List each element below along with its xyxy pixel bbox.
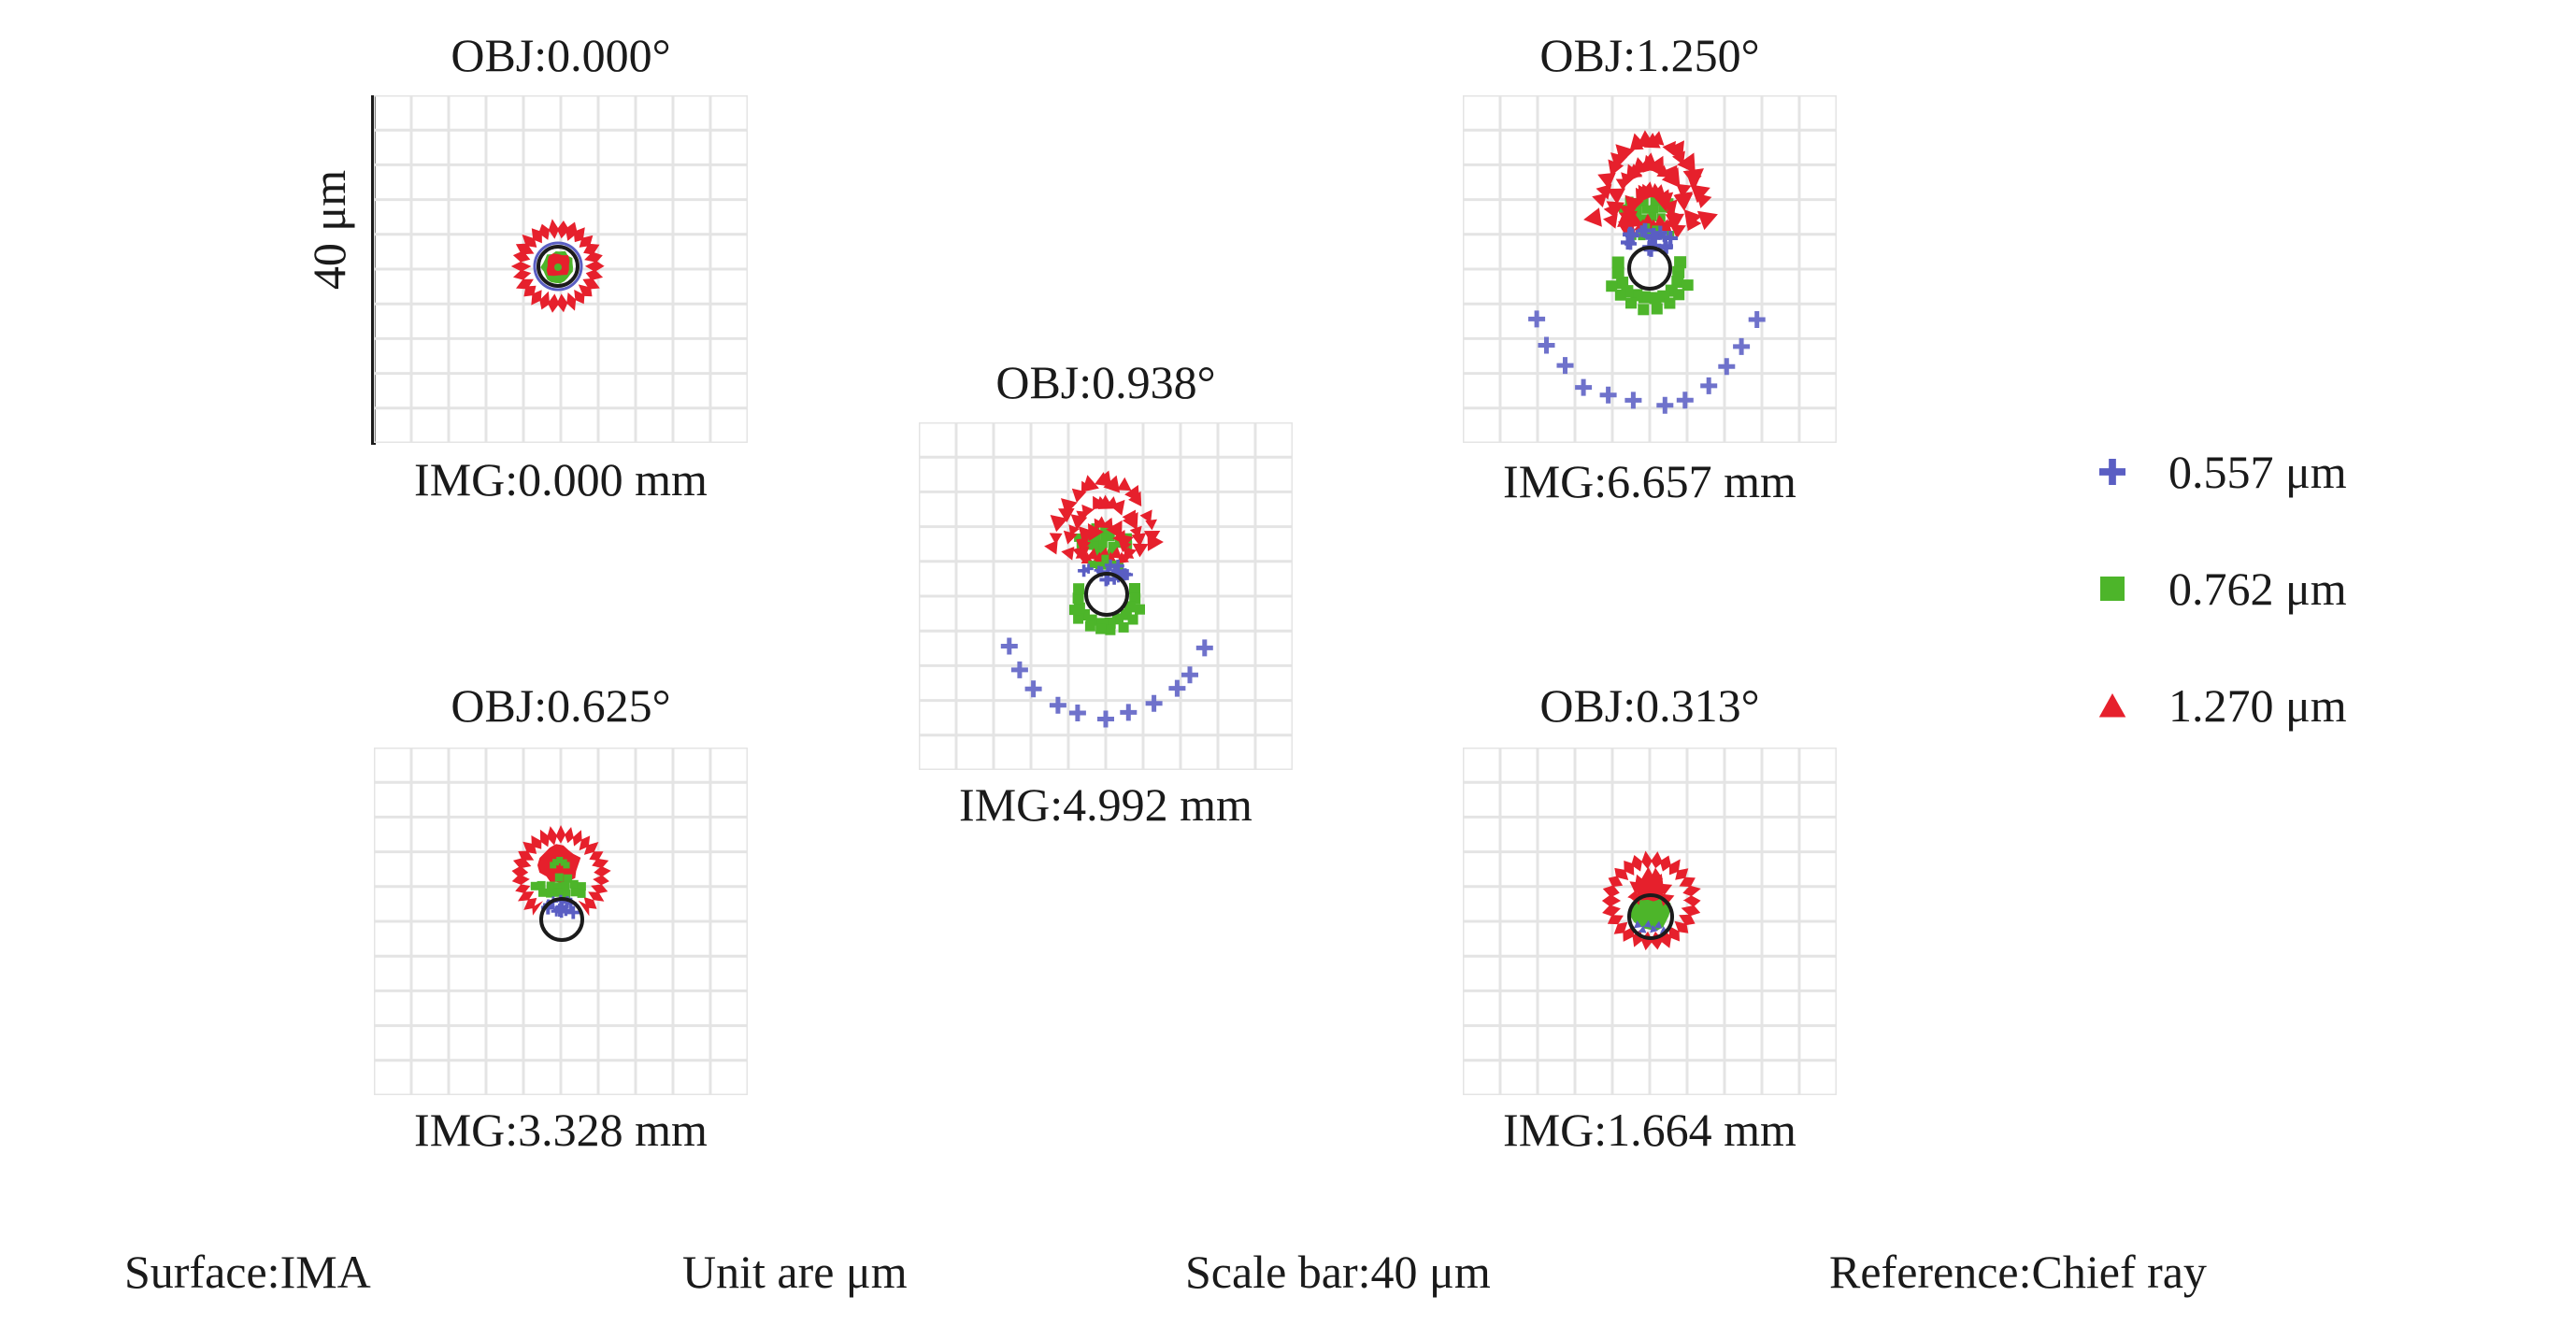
spot-grid-obj-1250 xyxy=(1461,93,1839,448)
panel-img-label-obj-0625: IMG:3.328 mm xyxy=(414,1104,708,1156)
plus-marker-icon xyxy=(2099,459,2125,485)
legend-label: 0.557 μm xyxy=(2168,446,2347,498)
scale-bar-label: 40 μm xyxy=(303,169,355,291)
spot-grid-obj-0938 xyxy=(917,420,1295,775)
legend-item-0762: 0.762 μm xyxy=(2094,565,2347,612)
legend: 0.557 μm 0.762 μm 1.270 μm xyxy=(2094,449,2347,799)
panel-title-obj-0313: OBJ:0.313° xyxy=(1539,679,1760,732)
spot-grid-obj-0313 xyxy=(1461,746,1839,1100)
triangle-marker-icon xyxy=(2098,693,2126,718)
panel-img-label-obj-0000: IMG:0.000 mm xyxy=(414,453,708,506)
footer-surface: Surface:IMA xyxy=(124,1246,371,1298)
panel-title-obj-1250: OBJ:1.250° xyxy=(1539,29,1760,81)
footer-reference: Reference:Chief ray xyxy=(1829,1246,2207,1298)
spot-grid-obj-0625 xyxy=(372,746,750,1100)
panel-title-obj-0000: OBJ:0.000° xyxy=(451,29,671,81)
panel-img-label-obj-0938: IMG:4.992 mm xyxy=(959,778,1252,831)
spot-grid-obj-0000 xyxy=(372,93,750,448)
panel-img-label-obj-1250: IMG:6.657 mm xyxy=(1503,455,1796,507)
legend-label: 0.762 μm xyxy=(2168,563,2347,615)
footer-unit: Unit are μm xyxy=(682,1246,908,1298)
legend-item-0557: 0.557 μm xyxy=(2094,449,2347,495)
panel-img-label-obj-0313: IMG:1.664 mm xyxy=(1503,1104,1796,1156)
legend-item-1270: 1.270 μm xyxy=(2094,682,2347,729)
square-marker-icon xyxy=(2100,577,2125,601)
panel-title-obj-0938: OBJ:0.938° xyxy=(995,356,1216,408)
footer-scale-bar: Scale bar:40 μm xyxy=(1185,1246,1491,1298)
legend-label: 1.270 μm xyxy=(2168,679,2347,732)
panel-title-obj-0625: OBJ:0.625° xyxy=(451,679,671,732)
